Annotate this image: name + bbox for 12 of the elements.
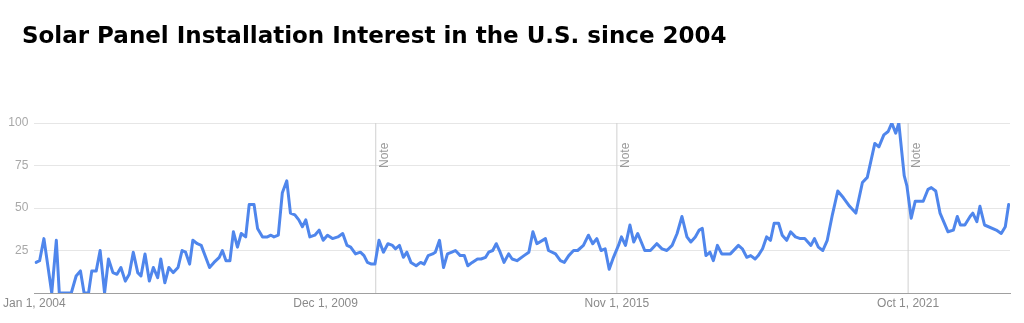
chart-title: Solar Panel Installation Interest in the U.S. since 2004 — [22, 22, 727, 48]
ref-line-label: Note — [376, 142, 391, 168]
y-tick-label: 50 — [15, 200, 29, 215]
x-tick-label: Jan 1, 2004 — [3, 295, 67, 310]
x-tick-label: Oct 1, 2021 — [877, 295, 940, 310]
y-tick-label: 75 — [15, 157, 29, 172]
ref-line-label: Note — [909, 142, 924, 168]
x-tick-label: Nov 1, 2015 — [584, 295, 650, 310]
x-tick-label: Dec 1, 2009 — [293, 295, 359, 310]
y-tick-label: 100 — [8, 115, 29, 130]
y-tick-label: 25 — [15, 242, 29, 257]
ref-line-label: Note — [617, 142, 632, 168]
